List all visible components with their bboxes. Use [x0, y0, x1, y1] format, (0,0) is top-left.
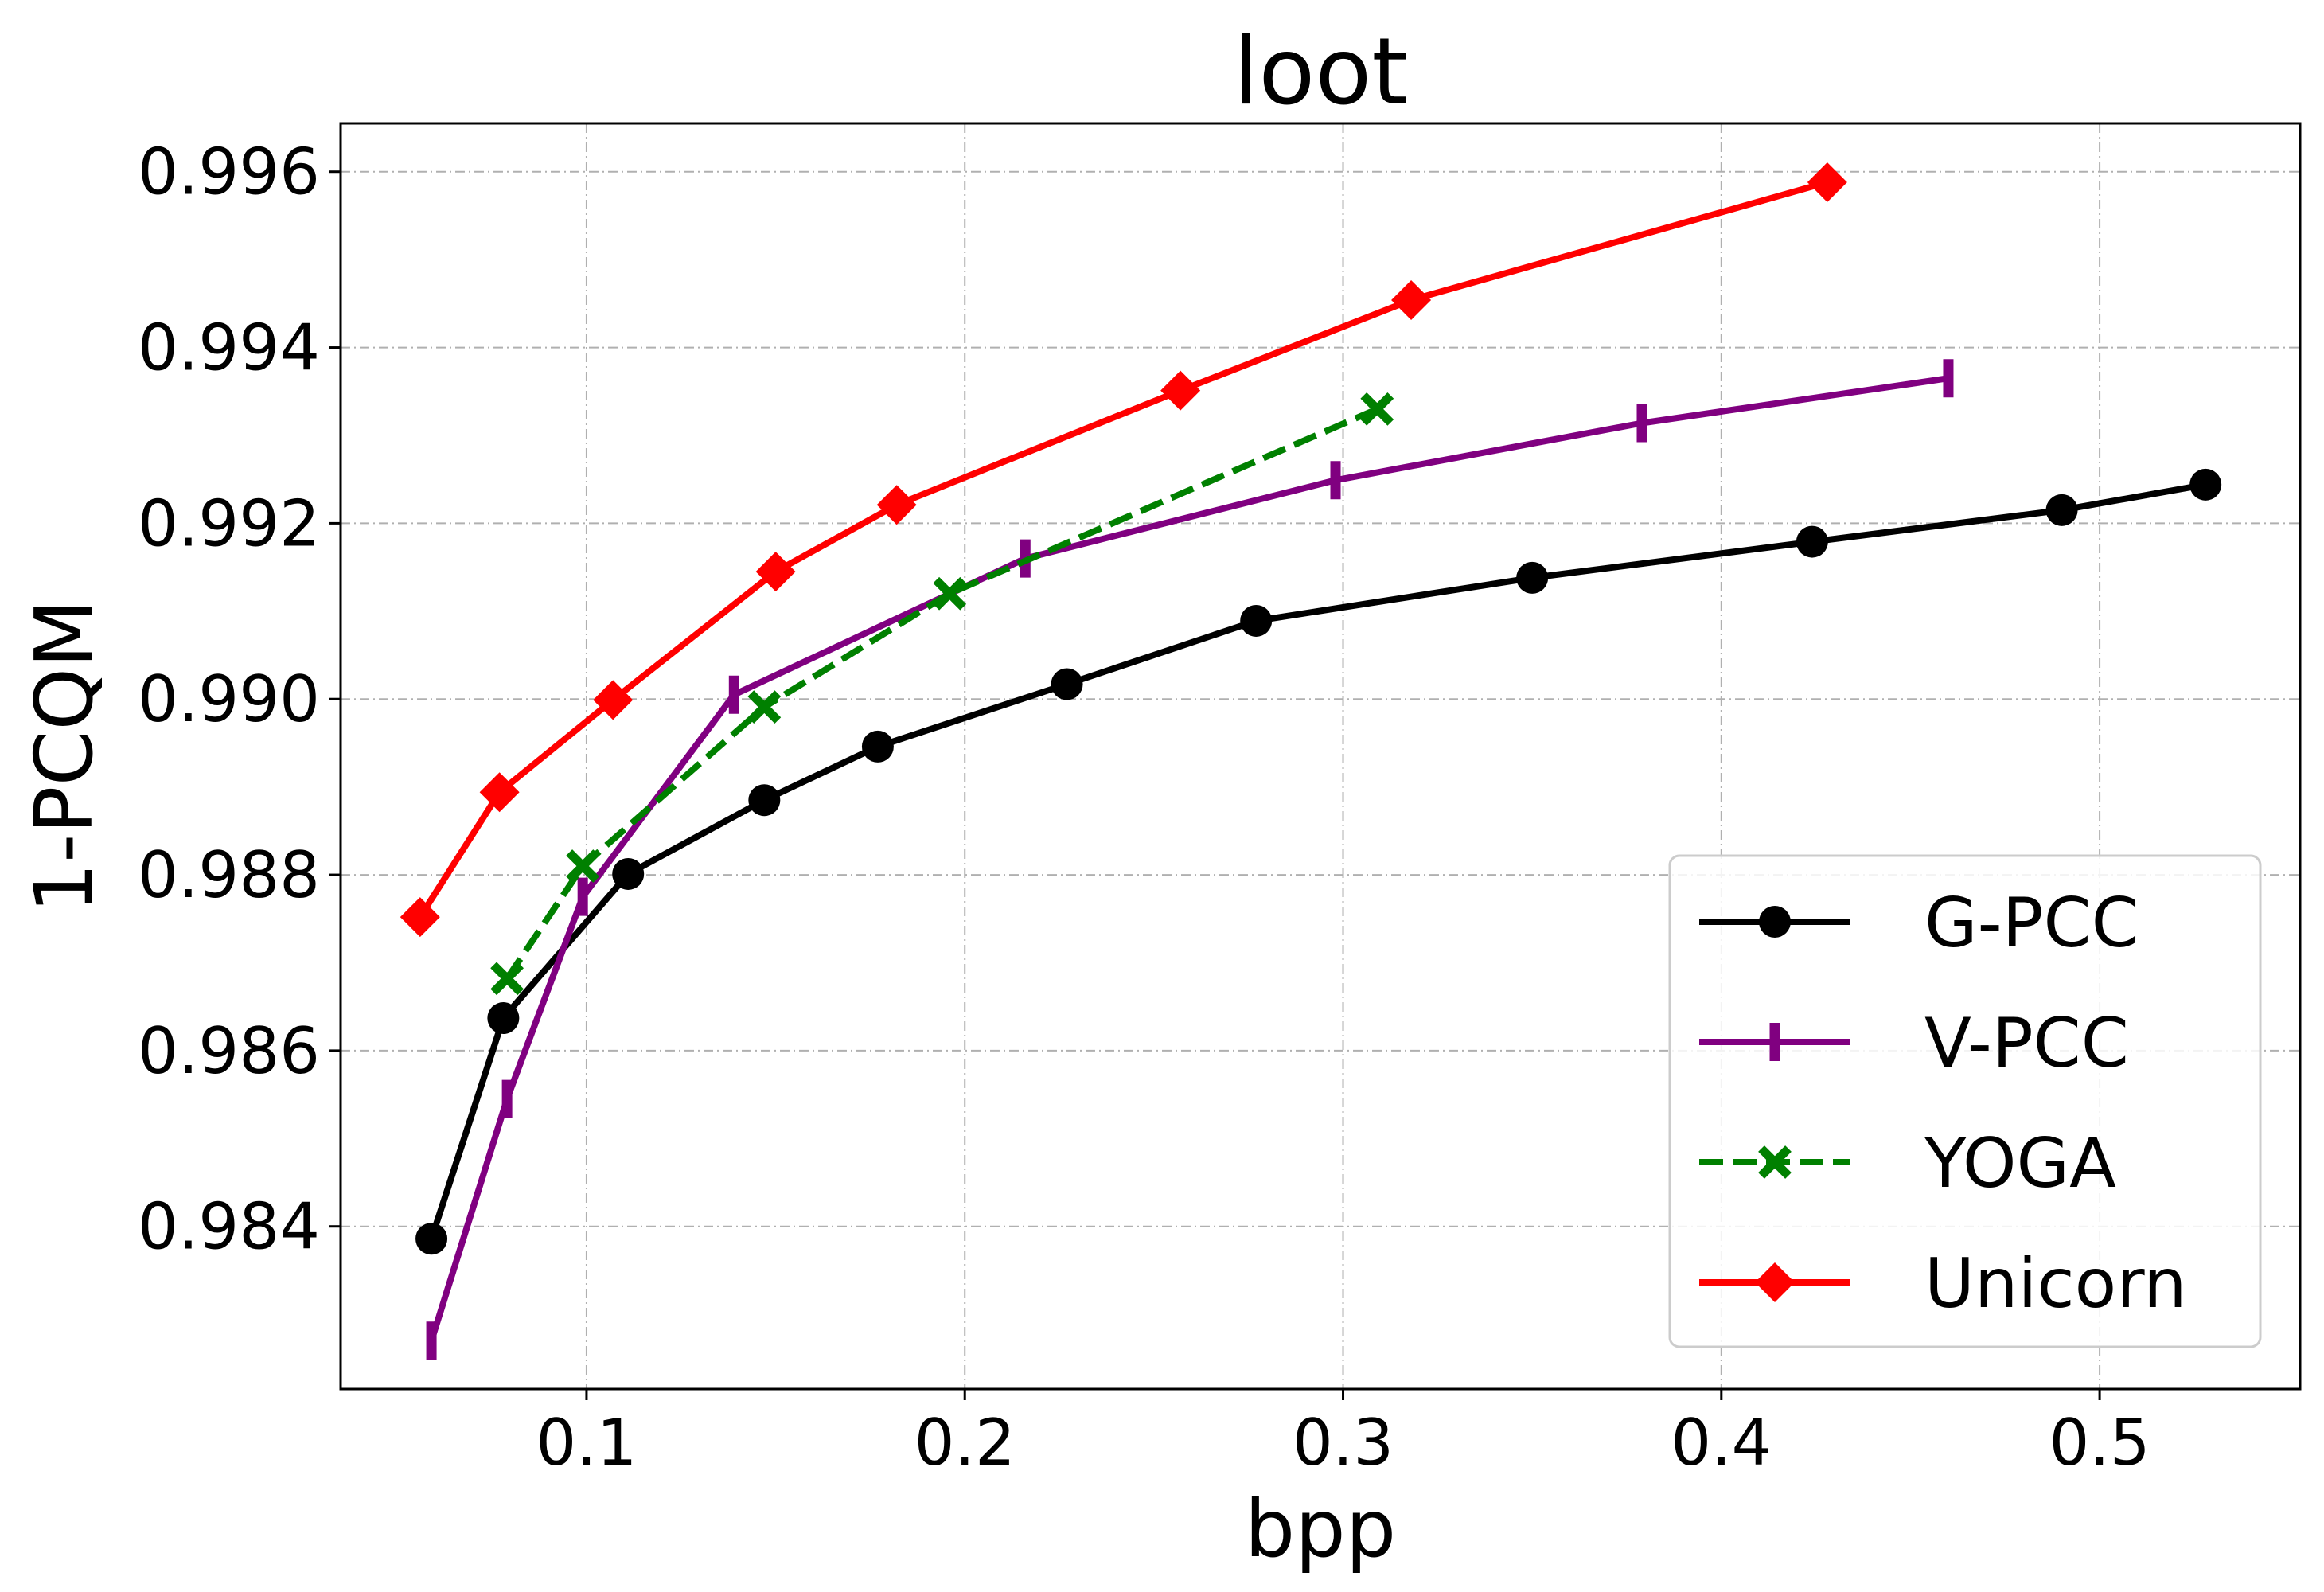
data-point-unicorn — [1391, 279, 1432, 320]
x-tick-label: 0.1 — [536, 1406, 637, 1480]
legend-label-yoga: YOGA — [1924, 1124, 2116, 1204]
y-tick-label: 0.992 — [138, 486, 320, 560]
plot-frame — [339, 122, 2302, 1391]
data-point-unicorn — [593, 680, 634, 720]
data-point-unicorn — [1807, 162, 1847, 202]
axis-ticks: 0.1 0.2 0.3 0.4 0.5 0.984 0.986 0.988 0.990 0.992… — [138, 135, 2150, 1480]
data-point-unicorn — [479, 772, 520, 813]
series-v-pcc — [426, 359, 1954, 1360]
data-point-yoga — [747, 690, 782, 724]
x-tick-label: 0.4 — [1671, 1406, 1772, 1480]
legend-item-unicorn: Unicorn — [1699, 1244, 2187, 1324]
y-tick-label: 0.990 — [138, 662, 320, 736]
legend-item-v-pcc: V-PCC — [1699, 1004, 2129, 1083]
series-unicorn — [400, 162, 1847, 938]
data-point-g-pcc — [612, 857, 645, 890]
data-point-yoga — [933, 576, 967, 611]
series-g-pcc — [415, 468, 2222, 1255]
y-tick-label: 0.984 — [138, 1190, 320, 1264]
legend-marker-g-pcc — [1759, 906, 1791, 938]
x-tick-label: 0.3 — [1293, 1406, 1394, 1480]
y-tick-label: 0.988 — [138, 838, 320, 912]
y-tick-label: 0.994 — [138, 311, 320, 385]
data-point-g-pcc — [2189, 468, 2222, 501]
series-line-unicorn — [417, 179, 1828, 919]
data-point-unicorn — [1160, 370, 1201, 411]
x-axis-title: bpp — [1245, 1482, 1396, 1575]
series-layer — [400, 162, 2222, 1360]
data-point-g-pcc — [415, 1223, 448, 1255]
data-point-unicorn — [400, 897, 440, 938]
legend-label-unicorn: Unicorn — [1924, 1244, 2187, 1324]
x-tick-label: 0.5 — [2049, 1406, 2150, 1480]
y-tick-label: 0.986 — [138, 1014, 320, 1088]
data-point-g-pcc — [1051, 668, 1083, 700]
data-point-yoga — [490, 962, 524, 996]
legend-item-yoga: YOGA — [1699, 1124, 2116, 1204]
data-point-g-pcc — [1516, 561, 1549, 594]
chart-title: loot — [1233, 18, 1408, 126]
data-point-unicorn — [876, 485, 917, 525]
data-point-g-pcc — [748, 784, 781, 817]
data-point-g-pcc — [487, 1002, 520, 1035]
data-point-yoga — [1360, 392, 1394, 426]
series-line-v-pcc — [428, 375, 1949, 1342]
y-axis-title: 1-PCQM — [18, 599, 111, 914]
legend: G-PCC V-PCC YOGA Unicorn — [1668, 854, 2262, 1348]
legend-label-v-pcc: V-PCC — [1924, 1004, 2129, 1083]
data-point-g-pcc — [1240, 604, 1273, 637]
data-point-g-pcc — [1796, 525, 1828, 558]
data-point-g-pcc — [861, 730, 894, 763]
legend-box — [1668, 854, 2262, 1348]
legend-items: G-PCC V-PCC YOGA Unicorn — [1699, 884, 2187, 1324]
series-yoga — [490, 392, 1394, 996]
data-point-g-pcc — [2045, 494, 2078, 526]
data-point-unicorn — [755, 552, 796, 592]
legend-item-g-pcc: G-PCC — [1699, 884, 2139, 963]
y-tick-label: 0.996 — [138, 135, 320, 209]
legend-label-g-pcc: G-PCC — [1924, 884, 2139, 963]
x-tick-label: 0.2 — [914, 1406, 1016, 1480]
legend-marker-yoga — [1758, 1145, 1792, 1179]
legend-marker-unicorn — [1755, 1262, 1795, 1302]
data-point-yoga — [566, 849, 600, 883]
